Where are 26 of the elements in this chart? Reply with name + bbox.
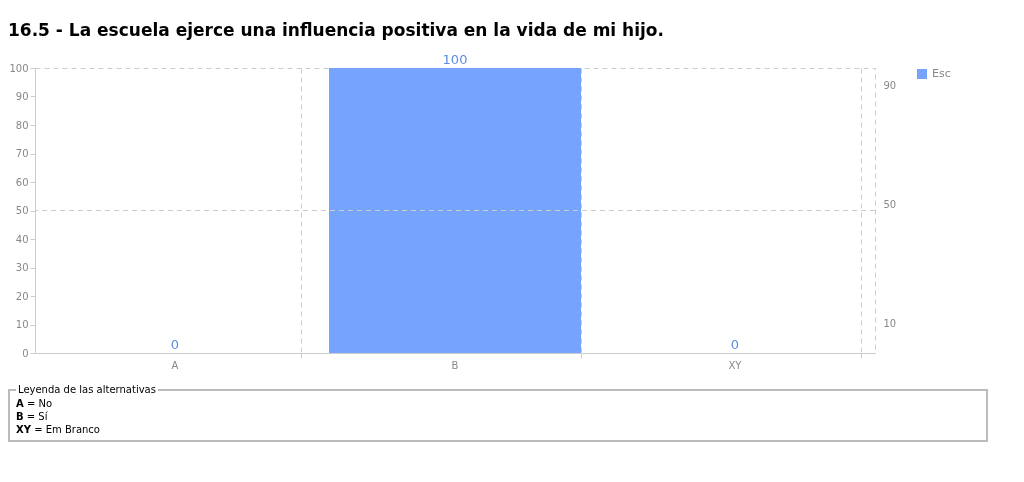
y-tick-label: 10	[15, 319, 29, 330]
y-tick-label: 0	[22, 347, 29, 359]
x-tick-label: XY	[728, 359, 743, 371]
data-label: 0	[730, 337, 740, 352]
y-tick-label: 80	[15, 119, 29, 131]
legend-label: Esc	[932, 67, 951, 80]
text: B = Sí	[16, 410, 49, 423]
y2-tick-label: 50	[883, 199, 897, 211]
y-tick-label: 100	[9, 62, 29, 74]
x-tick-label: A	[171, 359, 179, 371]
y-tick-label: 40	[15, 233, 29, 245]
y-tick-label: 30	[15, 262, 29, 273]
x-tick-label: B	[451, 359, 459, 371]
data-label: 100	[442, 52, 468, 67]
y-tick-label: 90	[15, 91, 29, 102]
y-tick-label: 70	[15, 148, 29, 159]
y2-tick-label: 90	[883, 80, 897, 92]
text: A = No	[16, 397, 54, 410]
text: Leyenda de las alternativas	[17, 384, 157, 395]
chart-title: 16.5 - La escuela ejerce una influencia positiva en la vida de mi hijo.	[8, 20, 665, 40]
y-tick-label: 60	[15, 176, 29, 188]
text: XY = Em Branco	[16, 423, 101, 436]
y-tick-label: 20	[15, 290, 29, 302]
y2-tick-label: 10	[883, 317, 897, 329]
data-label: 0	[170, 337, 180, 352]
y-tick-label: 50	[15, 205, 29, 216]
